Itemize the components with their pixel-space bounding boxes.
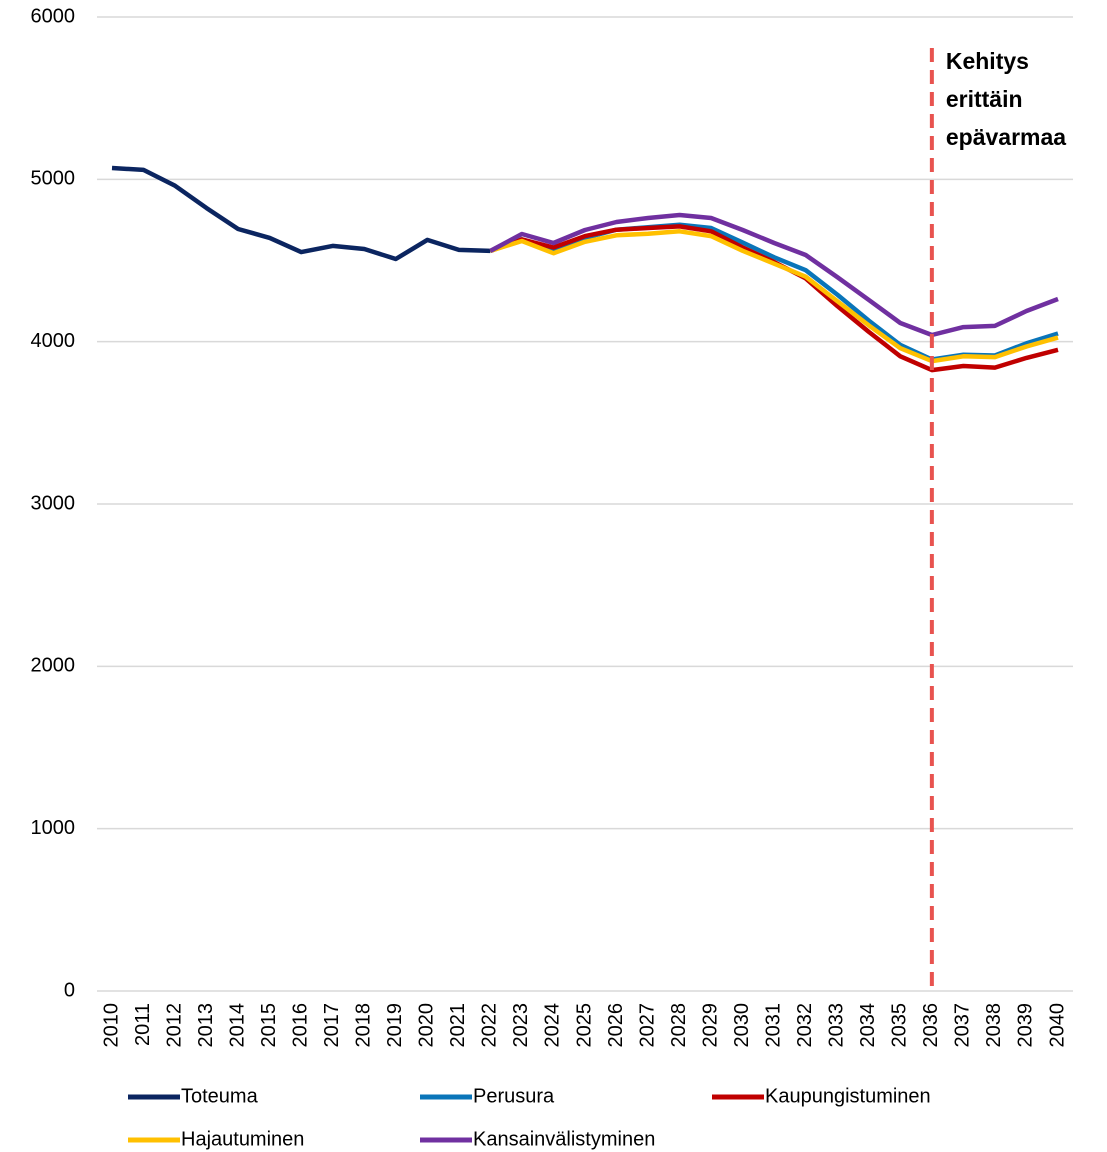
annotation-text: Kehitys [946, 48, 1029, 74]
x-tick-label: 2026 [605, 1003, 627, 1048]
annotation-text: epävarmaa [946, 124, 1066, 150]
x-tick-label: 2010 [100, 1003, 122, 1048]
annotation-text: erittäin [946, 86, 1023, 112]
series-line [489, 212, 1059, 338]
x-tick-label: 2017 [321, 1003, 343, 1048]
legend-label: Perusura [473, 1085, 555, 1107]
x-tick-label: 2034 [857, 1003, 879, 1048]
x-tick-label: 2027 [636, 1003, 658, 1048]
legend-label: Toteuma [181, 1085, 259, 1107]
x-tick-label: 2012 [163, 1003, 185, 1048]
x-tick-label: 2037 [952, 1003, 974, 1048]
x-tick-label: 2040 [1046, 1003, 1068, 1048]
x-tick-label: 2033 [826, 1003, 848, 1048]
x-tick-label: 2019 [384, 1003, 406, 1048]
legend-label: Kansainvälistyminen [473, 1128, 655, 1150]
x-tick-label: 2011 [132, 1003, 154, 1046]
x-tick-label: 2035 [889, 1003, 911, 1048]
y-tick-label: 1000 [31, 817, 76, 839]
y-tick-label: 2000 [31, 655, 76, 677]
legend-label: Kaupungistuminen [765, 1085, 931, 1107]
x-tick-label: 2029 [699, 1003, 721, 1048]
legend-label: Hajautuminen [181, 1128, 304, 1150]
x-tick-label: 2031 [762, 1003, 784, 1048]
series-line [489, 229, 1059, 364]
y-tick-label: 3000 [31, 492, 76, 514]
series-line [111, 165, 491, 262]
x-tick-label: 2024 [542, 1003, 564, 1048]
y-tick-label: 0 [64, 979, 75, 1001]
x-tick-label: 2036 [920, 1003, 942, 1048]
x-tick-label: 2028 [668, 1003, 690, 1048]
x-tick-label: 2021 [447, 1003, 469, 1048]
x-tick-label: 2038 [983, 1003, 1005, 1048]
x-tick-label: 2032 [794, 1003, 816, 1048]
x-tick-label: 2039 [1015, 1003, 1037, 1048]
series-line [489, 224, 1059, 373]
x-tick-label: 2020 [416, 1003, 438, 1048]
x-tick-label: 2025 [573, 1003, 595, 1048]
x-tick-label: 2023 [510, 1003, 532, 1048]
x-tick-label: 2030 [731, 1003, 753, 1048]
y-tick-label: 4000 [31, 330, 76, 352]
x-tick-label: 2015 [258, 1003, 280, 1048]
y-tick-label: 6000 [31, 5, 76, 27]
y-tick-label: 5000 [31, 168, 76, 190]
x-tick-label: 2016 [289, 1003, 311, 1048]
x-tick-label: 2018 [353, 1003, 375, 1048]
x-tick-label: 2022 [479, 1003, 501, 1048]
x-tick-label: 2013 [195, 1003, 217, 1048]
x-tick-label: 2014 [226, 1003, 248, 1048]
